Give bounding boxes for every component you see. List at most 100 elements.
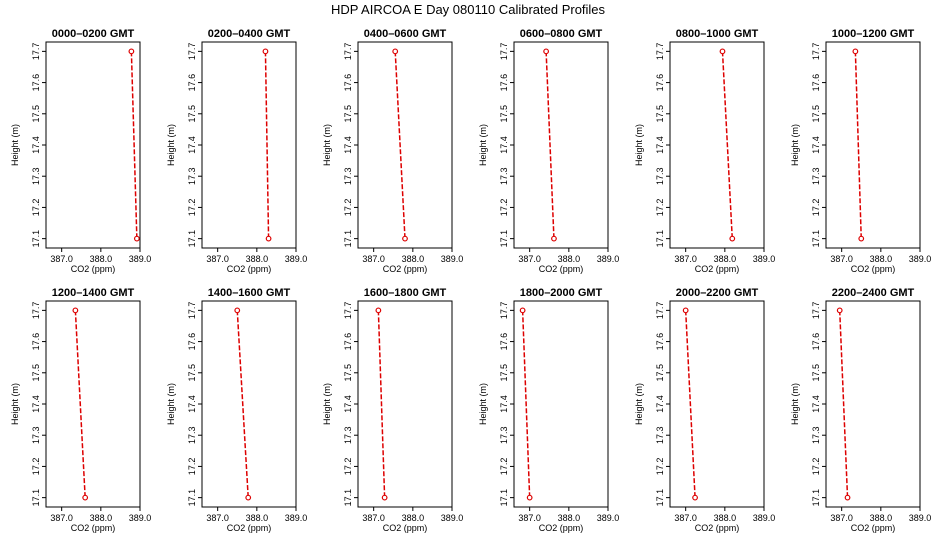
- x-tick-label: 388.0: [714, 513, 737, 523]
- x-axis-label: CO2 (ppm): [383, 523, 428, 533]
- x-axis-label: CO2 (ppm): [227, 264, 272, 274]
- data-point: [128, 48, 135, 55]
- data-point: [551, 235, 557, 242]
- panel-6: 1000–1200 GMT 387.0 388.0 389.0 CO2 (ppm) 17.…: [790, 28, 931, 274]
- x-axis-label: CO2 (ppm): [695, 264, 740, 274]
- y-tick-label: 17.6: [343, 333, 353, 351]
- y-tick-label: 17.6: [31, 74, 41, 92]
- y-tick-label: 17.4: [811, 395, 821, 413]
- x-tick-label: 388.0: [558, 513, 581, 523]
- y-tick-label: 17.3: [811, 167, 821, 185]
- y-tick-label: 17.6: [499, 74, 509, 92]
- y-tick-label: 17.2: [811, 199, 821, 217]
- data-point: [844, 494, 851, 501]
- panel-11: 2000–2200 GMT 387.0 388.0 389.0 CO2 (ppm) 17.…: [634, 287, 775, 533]
- y-tick-label: 17.4: [499, 136, 509, 154]
- x-tick-label: 389.0: [909, 513, 932, 523]
- data-point: [852, 48, 859, 55]
- y-tick-label: 17.3: [811, 426, 821, 444]
- x-tick-label: 389.0: [285, 513, 308, 523]
- y-axis-label: Height (m): [322, 383, 332, 425]
- profile-line: [74, 310, 86, 498]
- y-tick-label: 17.7: [811, 302, 821, 320]
- panel-title: 0600–0800 GMT: [520, 28, 603, 40]
- y-tick-label: 17.3: [187, 426, 197, 444]
- y-tick-label: 17.5: [187, 364, 197, 382]
- plot-frame: [45, 300, 141, 508]
- x-tick-label: 389.0: [753, 513, 776, 523]
- y-tick-label: 17.1: [655, 489, 665, 507]
- x-axis-label: CO2 (ppm): [71, 264, 116, 274]
- y-tick-label: 17.1: [187, 230, 197, 248]
- y-tick-label: 17.6: [655, 74, 665, 92]
- x-axis-label: CO2 (ppm): [539, 264, 584, 274]
- y-tick-label: 17.1: [187, 489, 197, 507]
- x-tick-label: 387.0: [674, 254, 697, 264]
- x-axis-label: CO2 (ppm): [227, 523, 272, 533]
- x-tick-label: 388.0: [870, 254, 893, 264]
- plot-frame: [201, 300, 297, 508]
- y-tick-label: 17.7: [187, 302, 197, 320]
- panel-9: 1600–1800 GMT 387.0 388.0 389.0 CO2 (ppm) 17.…: [322, 287, 463, 533]
- panel-title: 2000–2200 GMT: [676, 287, 759, 299]
- y-tick-label: 17.6: [499, 333, 509, 351]
- y-tick-label: 17.5: [343, 105, 353, 123]
- plot-frame: [669, 41, 765, 249]
- y-tick-label: 17.3: [499, 167, 509, 185]
- profile-line: [521, 310, 531, 498]
- data-point: [245, 494, 252, 501]
- x-tick-label: 387.0: [362, 254, 385, 264]
- x-tick-label: 387.0: [206, 513, 229, 523]
- data-point: [402, 235, 408, 242]
- y-tick-label: 17.4: [187, 136, 197, 154]
- y-tick-label: 17.4: [31, 395, 41, 413]
- y-tick-label: 17.2: [31, 199, 41, 217]
- panel-12: 2200–2400 GMT 387.0 388.0 389.0 CO2 (ppm) 17.…: [790, 287, 931, 533]
- y-tick-label: 17.3: [31, 167, 41, 185]
- profile-line: [721, 51, 734, 239]
- x-tick-label: 387.0: [830, 254, 853, 264]
- plot-frame: [513, 41, 609, 249]
- y-tick-label: 17.6: [187, 74, 197, 92]
- panel-title: 0800–1000 GMT: [676, 28, 759, 40]
- x-axis-label: CO2 (ppm): [695, 523, 740, 533]
- y-tick-label: 17.2: [31, 458, 41, 476]
- y-tick-label: 17.1: [343, 489, 353, 507]
- data-point: [234, 307, 241, 314]
- y-tick-label: 17.7: [499, 43, 509, 61]
- y-tick-label: 17.5: [811, 105, 821, 123]
- data-point: [72, 307, 79, 314]
- x-tick-label: 389.0: [597, 513, 620, 523]
- y-tick-label: 17.1: [655, 230, 665, 248]
- y-tick-label: 17.7: [343, 43, 353, 61]
- y-tick-label: 17.1: [811, 230, 821, 248]
- y-tick-label: 17.3: [31, 426, 41, 444]
- panel-title: 2200–2400 GMT: [832, 287, 915, 299]
- profile-line: [236, 310, 249, 498]
- data-point: [82, 494, 89, 501]
- x-axis-label: CO2 (ppm): [851, 264, 896, 274]
- y-tick-label: 17.6: [187, 333, 197, 351]
- y-tick-label: 17.5: [499, 105, 509, 123]
- y-tick-label: 17.6: [343, 74, 353, 92]
- y-axis-label: Height (m): [634, 124, 644, 166]
- panel-5: 0800–1000 GMT 387.0 388.0 389.0 CO2 (ppm) 17.…: [634, 28, 775, 274]
- y-tick-label: 17.4: [31, 136, 41, 154]
- y-axis-label: Height (m): [634, 383, 644, 425]
- y-tick-label: 17.1: [31, 230, 41, 248]
- panel-3: 0400–0600 GMT 387.0 388.0 389.0 CO2 (ppm) 17.…: [322, 28, 463, 274]
- x-tick-label: 387.0: [50, 254, 73, 264]
- y-tick-label: 17.3: [343, 426, 353, 444]
- data-point: [392, 48, 399, 55]
- profile-line: [377, 310, 386, 498]
- plot-frame: [357, 300, 453, 508]
- y-tick-label: 17.1: [811, 489, 821, 507]
- x-tick-label: 389.0: [441, 254, 464, 264]
- panel-title: 0000–0200 GMT: [52, 28, 135, 40]
- y-tick-label: 17.5: [31, 105, 41, 123]
- y-tick-label: 17.1: [499, 489, 509, 507]
- y-tick-label: 17.7: [31, 43, 41, 61]
- x-tick-label: 387.0: [50, 513, 73, 523]
